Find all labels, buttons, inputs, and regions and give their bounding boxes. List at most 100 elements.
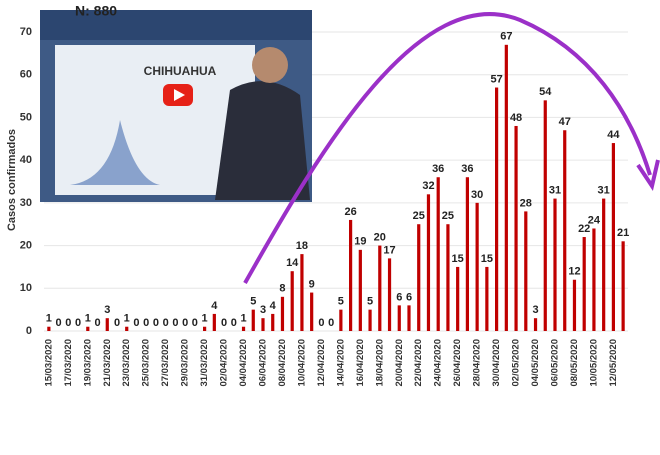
bar [592,228,596,331]
bar [251,309,255,331]
x-tick-label: 04/05/2020 [530,339,541,387]
bar [105,318,109,331]
x-tick-label: 10/04/2020 [296,339,307,387]
data-label: 0 [75,317,81,329]
x-tick-label: 23/03/2020 [121,339,132,387]
data-label: 1 [124,313,130,325]
x-tick-label: 26/04/2020 [452,339,463,387]
data-label: 0 [172,317,178,329]
data-label: 5 [338,296,344,308]
data-label: 20 [374,231,386,243]
bar [271,313,275,331]
play-icon [174,89,185,101]
x-tick-label: 08/05/2020 [569,339,580,387]
slide-curve [70,120,160,185]
data-label: 0 [231,317,237,329]
bar [397,305,401,331]
data-label: 6 [406,291,412,303]
data-label: 26 [344,206,356,218]
bar [290,271,294,331]
bar [436,177,440,331]
chart-title: N: 880 [75,3,117,19]
data-label: 17 [383,244,395,256]
bar [358,249,362,331]
video-header [40,10,312,40]
bar [524,211,528,331]
x-tick-label: 17/03/2020 [63,339,74,387]
x-tick-label: 06/04/2020 [258,339,269,387]
bar [485,266,489,331]
data-label: 3 [532,304,538,316]
bar [125,326,129,331]
y-tick-label: 0 [26,325,32,337]
bar [241,326,246,331]
data-label: 0 [65,317,71,329]
data-label: 9 [309,278,315,290]
data-label: 22 [578,223,590,235]
data-label: 6 [396,291,402,303]
video-thumbnail[interactable]: CHIHUAHUA [40,10,312,202]
data-label: 4 [270,300,277,312]
y-tick-label: 10 [20,282,32,294]
data-label: 32 [422,180,434,192]
data-label: 15 [481,253,493,265]
bar [533,318,538,331]
bar [212,313,216,331]
data-label: 1 [46,313,52,325]
bar [47,326,51,331]
data-label: 30 [471,189,483,201]
bar [553,198,557,331]
x-tick-label: 10/05/2020 [588,339,599,387]
data-label: 8 [279,283,285,295]
bar [203,326,207,331]
bar [572,279,577,331]
arrow-head [636,159,660,191]
data-label: 0 [328,317,334,329]
data-label: 4 [211,300,218,312]
data-label: 1 [240,313,246,325]
bar [563,130,567,331]
x-tick-label: 19/03/2020 [82,339,93,387]
bar [407,305,411,331]
data-label: 18 [296,240,308,252]
bar [368,309,372,331]
data-label: 5 [367,296,373,308]
data-label: 67 [500,31,512,43]
x-tick-label: 29/03/2020 [180,339,191,387]
x-tick-label: 14/04/2020 [335,339,346,387]
x-tick-label: 06/05/2020 [550,339,561,387]
data-label: 31 [598,184,610,196]
x-tick-label: 15/03/2020 [43,339,54,387]
x-tick-label: 18/04/2020 [374,339,385,387]
bar [387,258,392,331]
y-tick-label: 40 [20,154,32,166]
data-label: 0 [192,317,198,329]
data-label: 0 [114,317,120,329]
bar [349,219,353,331]
data-label: 25 [413,210,425,222]
x-tick-label: 02/04/2020 [219,339,230,387]
data-label: 0 [182,317,188,329]
data-label: 19 [354,236,366,248]
y-tick-label: 60 [20,69,32,81]
bar [543,100,547,331]
data-label: 47 [559,116,571,128]
data-label: 0 [221,317,227,329]
bar [611,143,615,331]
data-label: 5 [250,296,256,308]
bar [378,245,382,331]
bar [495,87,499,332]
data-label: 54 [539,86,552,98]
x-tick-label: 25/03/2020 [141,339,152,387]
data-label: 0 [153,317,159,329]
data-label: 12 [568,266,580,278]
bar [465,177,469,331]
data-label: 31 [549,184,561,196]
data-label: 15 [452,253,464,265]
x-tick-label: 27/03/2020 [160,339,171,387]
bar [475,202,479,331]
x-tick-label: 08/04/2020 [277,339,288,387]
data-label: 57 [490,73,502,85]
video-caption: CHIHUAHUA [144,64,217,78]
data-label: 0 [318,317,324,329]
